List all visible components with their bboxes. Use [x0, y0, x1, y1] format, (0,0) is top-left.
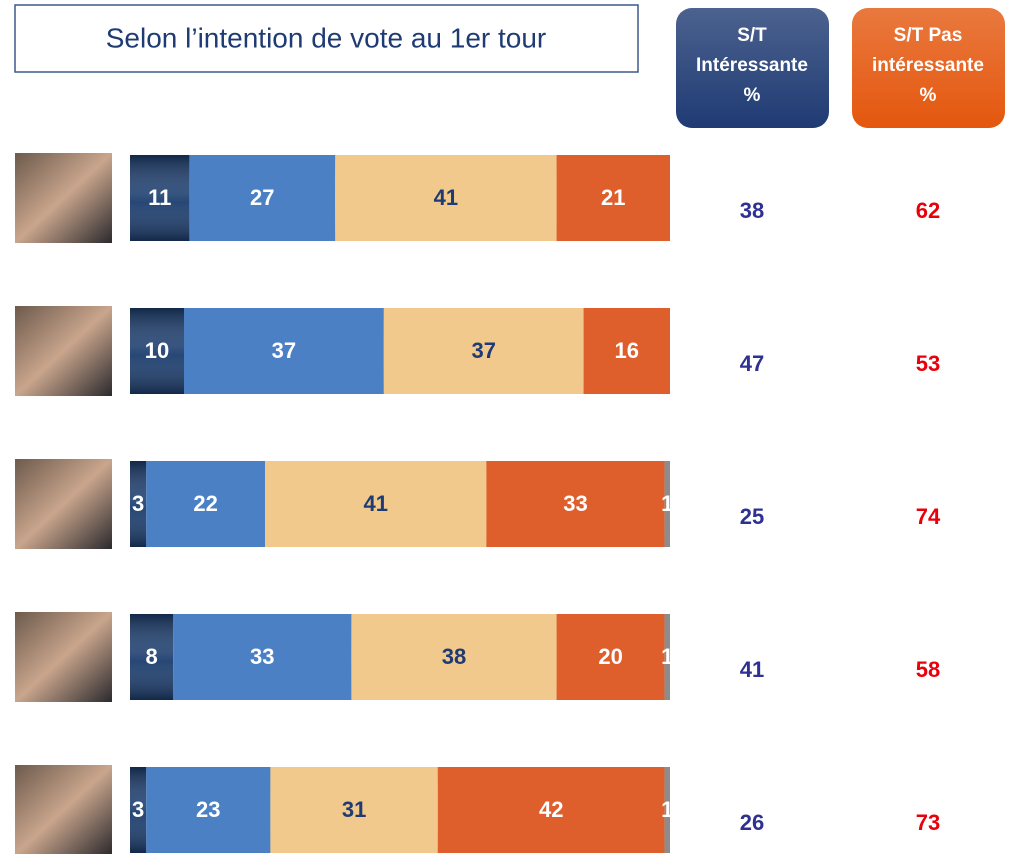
data-label: 23	[196, 797, 220, 822]
data-label: 1	[661, 797, 673, 822]
data-label: 16	[615, 338, 639, 363]
data-label: 22	[193, 491, 217, 516]
data-label: 20	[598, 644, 622, 669]
candidate-photo	[15, 765, 112, 854]
header-text: %	[920, 85, 937, 106]
header-text: intéressante	[872, 55, 984, 76]
candidate-photo	[15, 459, 112, 549]
header-text: Intéressante	[696, 55, 808, 76]
header-text: S/T	[737, 25, 767, 46]
total-value: 53	[916, 351, 940, 376]
data-label: 37	[471, 338, 495, 363]
total-value: 58	[916, 657, 940, 682]
header-text: S/T Pas	[894, 25, 963, 46]
data-label: 41	[363, 491, 387, 516]
bar-row: 11 27 41 21	[130, 155, 670, 241]
data-label: 41	[434, 185, 458, 210]
data-label: 3	[132, 797, 144, 822]
candidate-photo	[15, 153, 112, 243]
data-label: 1	[661, 644, 673, 669]
data-label: 33	[250, 644, 274, 669]
data-label: 3	[132, 491, 144, 516]
data-label: 1	[661, 491, 673, 516]
bar-row: 3 22 41 33 1	[130, 461, 673, 547]
data-label: 21	[601, 185, 625, 210]
total-value: 47	[740, 351, 764, 376]
bar-row: 8 33 38 20 1	[130, 614, 673, 700]
total-value: 73	[916, 810, 940, 835]
data-label: 11	[148, 185, 171, 210]
data-label: 37	[272, 338, 296, 363]
candidate-photo	[15, 306, 112, 396]
data-label: 31	[342, 797, 366, 822]
data-label: 42	[539, 797, 563, 822]
total-value: 38	[740, 198, 764, 223]
chart: Selon l’intention de vote au 1er tour S/…	[0, 0, 1019, 854]
data-label: 10	[145, 338, 169, 363]
total-value: 74	[916, 504, 941, 529]
total-value: 26	[740, 810, 764, 835]
data-label: 38	[442, 644, 466, 669]
data-label: 27	[250, 185, 274, 210]
bar-row: 10 37 37 16	[130, 308, 670, 394]
header-text: %	[744, 85, 761, 106]
bar-row: 3 23 31 42 1	[130, 767, 673, 853]
total-value: 41	[740, 657, 764, 682]
total-value: 25	[740, 504, 764, 529]
total-value: 62	[916, 198, 940, 223]
chart-title: Selon l’intention de vote au 1er tour	[106, 22, 547, 53]
data-label: 33	[563, 491, 587, 516]
candidate-photo	[15, 612, 112, 702]
data-label: 8	[145, 644, 157, 669]
